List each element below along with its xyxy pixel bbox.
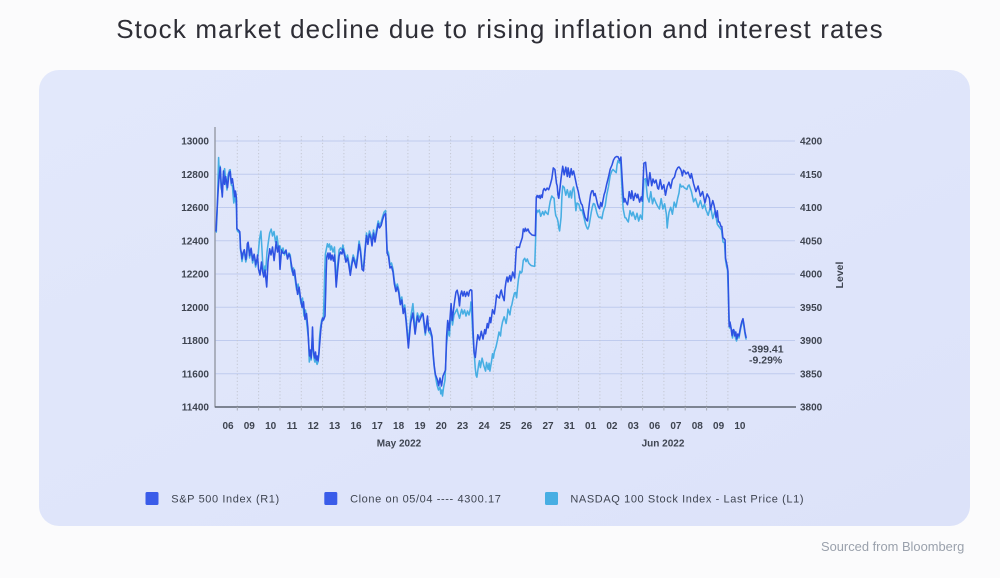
- svg-text:06: 06: [222, 421, 234, 432]
- svg-text:4150: 4150: [800, 170, 823, 181]
- svg-text:12000: 12000: [181, 303, 209, 314]
- svg-text:13: 13: [329, 421, 341, 432]
- svg-text:16: 16: [350, 421, 362, 432]
- svg-text:11600: 11600: [182, 369, 210, 380]
- svg-text:4050: 4050: [800, 236, 823, 247]
- svg-text:12800: 12800: [181, 170, 209, 181]
- svg-text:11400: 11400: [182, 403, 210, 414]
- svg-text:27: 27: [542, 421, 554, 432]
- svg-text:09: 09: [713, 421, 725, 432]
- svg-text:3950: 3950: [800, 303, 823, 314]
- svg-text:01: 01: [585, 421, 597, 432]
- svg-text:17: 17: [372, 421, 384, 432]
- svg-text:24: 24: [478, 421, 490, 432]
- svg-text:13000: 13000: [181, 137, 209, 148]
- svg-text:18: 18: [393, 421, 405, 432]
- svg-text:4100: 4100: [800, 203, 823, 214]
- svg-text:12600: 12600: [181, 203, 209, 214]
- svg-text:11800: 11800: [182, 336, 210, 347]
- svg-text:3900: 3900: [800, 336, 823, 347]
- svg-text:12200: 12200: [181, 270, 209, 281]
- svg-text:20: 20: [436, 421, 448, 432]
- svg-text:11: 11: [287, 421, 298, 432]
- svg-text:19: 19: [414, 421, 426, 432]
- svg-text:07: 07: [670, 421, 682, 432]
- svg-text:08: 08: [692, 421, 704, 432]
- svg-text:3850: 3850: [800, 369, 823, 380]
- svg-text:-9.29%: -9.29%: [749, 355, 783, 367]
- svg-text:Level: Level: [834, 261, 846, 288]
- svg-text:S&P 500 Index (R1): S&P 500 Index (R1): [171, 494, 279, 506]
- svg-text:06: 06: [649, 421, 661, 432]
- svg-text:25: 25: [500, 421, 512, 432]
- svg-text:26: 26: [521, 421, 533, 432]
- svg-text:10: 10: [734, 421, 746, 432]
- svg-text:09: 09: [244, 421, 256, 432]
- svg-text:Clone on 05/04 ---- 4300.17: Clone on 05/04 ---- 4300.17: [350, 494, 501, 506]
- svg-text:31: 31: [564, 421, 576, 432]
- svg-text:4000: 4000: [800, 270, 823, 281]
- svg-text:3800: 3800: [800, 403, 823, 414]
- svg-text:-399.41: -399.41: [748, 344, 784, 356]
- svg-text:Jun 2022: Jun 2022: [642, 439, 685, 450]
- svg-text:4200: 4200: [800, 137, 823, 148]
- svg-text:12400: 12400: [181, 236, 209, 247]
- svg-text:May 2022: May 2022: [377, 439, 422, 450]
- svg-text:03: 03: [628, 421, 640, 432]
- svg-text:12: 12: [308, 421, 320, 432]
- svg-text:23: 23: [457, 421, 469, 432]
- svg-text:02: 02: [606, 421, 618, 432]
- svg-text:NASDAQ 100 Stock Index - Last: NASDAQ 100 Stock Index - Last Price (L1): [570, 494, 804, 506]
- svg-text:10: 10: [265, 421, 277, 432]
